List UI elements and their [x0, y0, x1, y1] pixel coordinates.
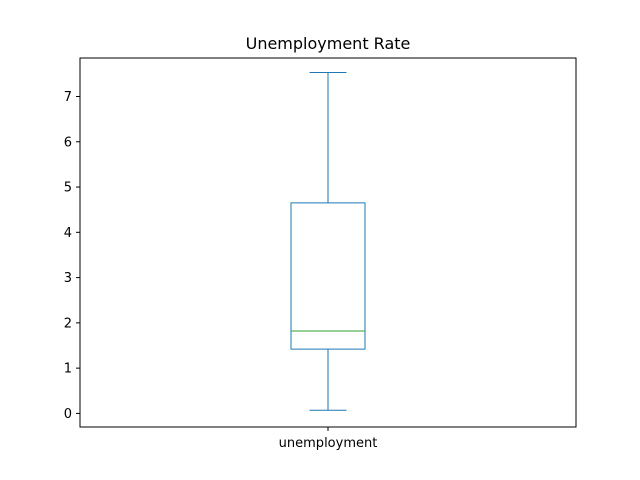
y-axis: 0 1 2 3 4 5 6 7 [64, 90, 80, 422]
y-tick-label: 3 [64, 271, 72, 286]
x-tick-label: unemployment [279, 436, 378, 451]
box-plot [290, 71, 366, 411]
y-tick-label: 7 [64, 90, 72, 105]
y-tick-label: 2 [64, 316, 72, 331]
y-tick-label: 1 [64, 362, 72, 377]
interquartile-box [290, 202, 366, 350]
y-tick-label: 4 [64, 226, 72, 241]
y-tick-label: 5 [64, 181, 72, 196]
x-axis: unemployment [279, 427, 378, 451]
chart-title: Unemployment Rate [246, 34, 411, 53]
y-tick-label: 0 [64, 407, 72, 422]
y-tick-label: 6 [64, 135, 72, 150]
